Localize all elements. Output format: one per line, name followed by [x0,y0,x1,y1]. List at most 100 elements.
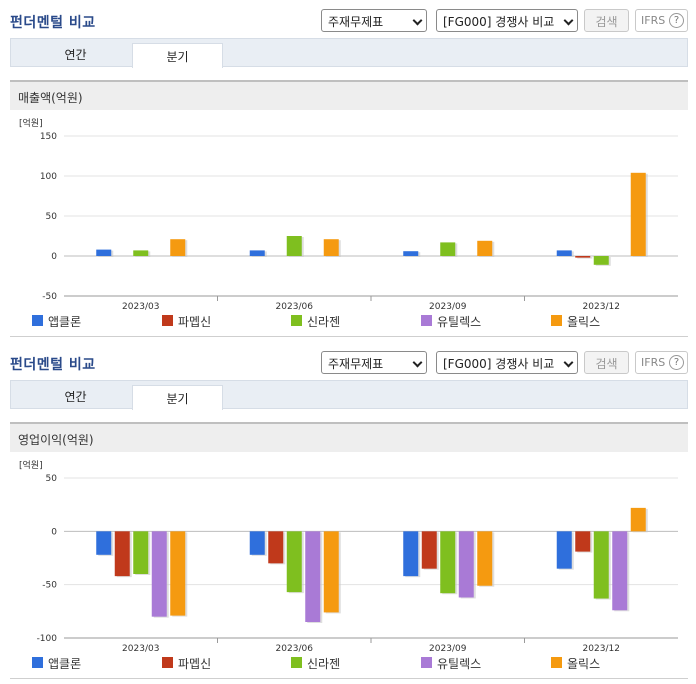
legend-label: 유틸렉스 [437,657,482,671]
y-tick-label: 100 [40,172,57,182]
y-tick-label: -100 [37,634,58,644]
legend-label: 유틸렉스 [437,315,482,329]
x-tick-label: 2023/09 [429,644,467,652]
y-tick-label: 0 [51,252,57,262]
chevron-down-icon [412,357,423,368]
chart-legend: 앱클론 파멥신 신라젠 유틸렉스 올릭스 [0,654,696,672]
fundamental-panel-revenue: 펀더멘털 비교 주재무제표 [FG000] 경쟁사 비교 검색 IFRS ? 연… [0,9,696,337]
tab-annual[interactable]: 연간 [64,48,87,62]
bar [268,531,284,564]
y-tick-label: -50 [42,581,57,591]
bar [170,239,186,256]
peer-group-select-value: [FG000] 경쟁사 비교 [443,15,555,29]
tab-quarterly[interactable]: 분기 [132,385,223,410]
legend-label: 신라젠 [307,315,341,329]
legend-label: 올릭스 [567,315,601,329]
bar [96,249,112,256]
statement-select-value: 주재무제표 [328,357,384,371]
legend-swatch [421,657,432,668]
statement-select[interactable]: 주재무제표 [321,9,427,32]
chevron-down-icon [563,357,574,368]
bar [556,531,572,569]
panel-title: 펀더멘털 비교 [10,15,96,31]
bar-shadow [577,257,593,259]
x-tick-label: 2023/03 [122,644,159,652]
bar [575,531,591,552]
legend-swatch [291,657,302,668]
ifrs-label: IFRS [641,14,666,27]
legend-swatch [32,657,43,668]
legend-swatch [32,315,43,326]
bar [458,531,474,598]
peer-group-select-value: [FG000] 경쟁사 비교 [443,357,555,371]
y-axis-unit-label: [억원] [19,117,43,129]
x-tick-label: 2023/12 [583,644,620,652]
help-icon[interactable]: ? [669,13,684,28]
bar [114,531,130,577]
bar [593,256,609,265]
peer-group-select[interactable]: [FG000] 경쟁사 비교 [436,9,578,32]
y-tick-label: 150 [40,132,57,142]
y-tick-label: 0 [51,527,57,537]
bar [305,531,321,622]
section-title: 매출액(억원) [10,80,688,110]
ifrs-button[interactable]: IFRS ? [635,351,688,374]
bar [575,256,591,258]
legend-label: 파멥신 [178,657,212,671]
legend-swatch [551,315,562,326]
x-tick-label: 2023/09 [429,302,467,310]
x-tick-label: 2023/06 [276,644,314,652]
divider [10,678,688,679]
y-tick-label: -50 [42,292,57,302]
bar [133,250,149,256]
bar [630,172,646,256]
bar [440,242,456,256]
bar [151,531,167,617]
bar [133,531,149,574]
statement-select[interactable]: 주재무제표 [321,351,427,374]
bar [556,250,572,256]
bar [403,251,419,256]
statement-select-value: 주재무제표 [328,15,384,29]
section-title: 영업이익(억원) [10,422,688,452]
bar [170,531,186,616]
bar [286,236,302,256]
bar [96,531,112,555]
search-button[interactable]: 검색 [584,9,629,32]
search-button[interactable]: 검색 [584,351,629,374]
legend-label: 앱클론 [48,315,82,329]
x-tick-label: 2023/06 [276,302,314,310]
bar [612,531,628,611]
chevron-down-icon [563,15,574,26]
operating-profit-bar-chart: [억원]50 0 -50 -100 2023/03 2023/06 2023/09 2023/… [19,459,678,652]
bar [477,240,493,256]
period-tabs: 연간 분기 [10,380,688,410]
divider [10,336,688,337]
bar [249,250,265,256]
bar [403,531,419,577]
peer-group-select[interactable]: [FG000] 경쟁사 비교 [436,351,578,374]
bar [630,507,646,532]
panel-title: 펀더멘털 비교 [10,357,96,373]
fundamental-panel-operating-profit: 펀더멘털 비교 주재무제표 [FG000] 경쟁사 비교 검색 IFRS ? 연… [0,342,696,684]
bar [323,531,339,613]
tab-quarterly[interactable]: 분기 [132,43,223,68]
period-tabs: 연간 분기 [10,38,688,68]
bar [440,531,456,594]
legend-swatch [291,315,302,326]
bar [421,531,437,569]
legend-label: 앱클론 [48,657,82,671]
help-icon[interactable]: ? [669,355,684,370]
bar [286,531,302,593]
chevron-down-icon [412,15,423,26]
legend-label: 올릭스 [567,657,601,671]
x-tick-label: 2023/12 [583,302,620,310]
chart-legend: 앱클론 파멥신 신라젠 유틸렉스 올릭스 [0,312,696,330]
legend-swatch [421,315,432,326]
y-tick-label: 50 [46,474,58,484]
tab-annual[interactable]: 연간 [64,390,87,404]
legend-label: 파멥신 [178,315,212,329]
bar [477,531,493,586]
legend-swatch [551,657,562,668]
ifrs-button[interactable]: IFRS ? [635,9,688,32]
